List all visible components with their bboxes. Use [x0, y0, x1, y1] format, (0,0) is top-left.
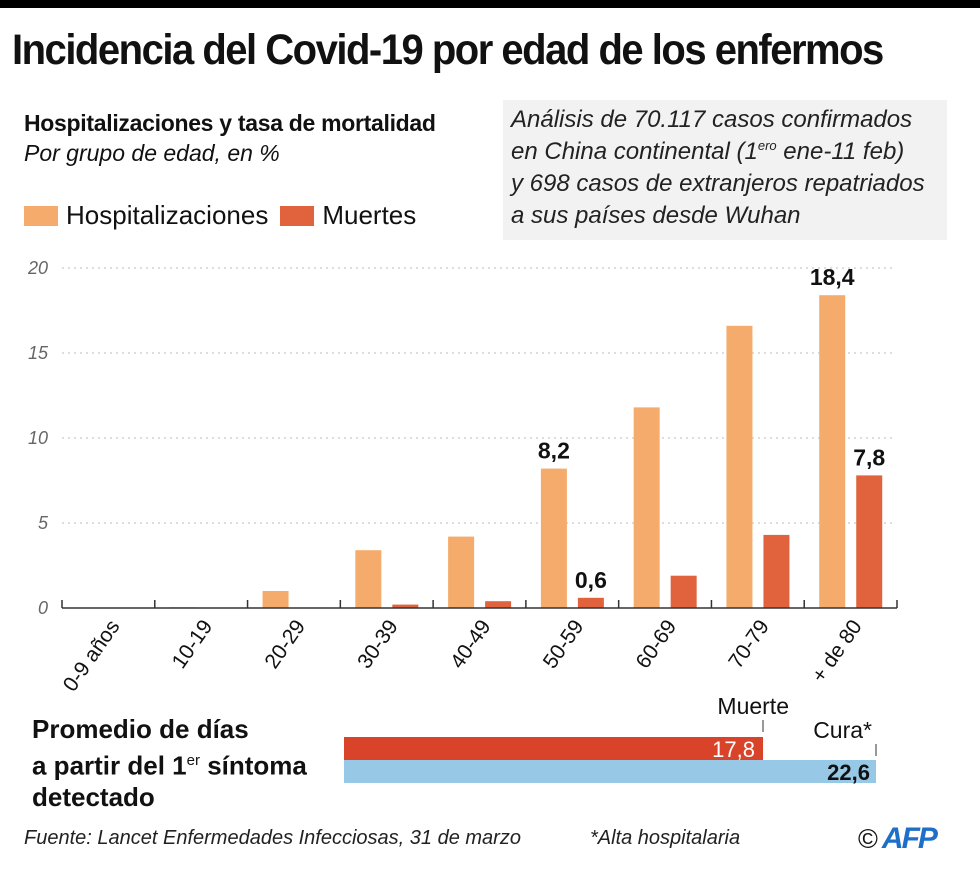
chart-units: Por grupo de edad, en %	[24, 140, 280, 166]
label-muerte: Muerte	[717, 693, 789, 719]
days-title-superscript: er	[186, 752, 200, 769]
y-tick-label: 20	[27, 258, 48, 278]
x-tick-label: 20-29	[260, 616, 310, 673]
note-line: a sus países desde Wuhan	[511, 202, 801, 229]
bar-value-cura: 22,6	[827, 760, 870, 785]
chart-subtitle: Hospitalizaciones y tasa de mortalidad	[24, 110, 436, 136]
bar-muertes	[392, 604, 419, 608]
days-title-text: a partir del 1	[32, 750, 187, 781]
x-tick-label: 50-59	[539, 616, 589, 673]
days-title: Promedio de días a partir del 1er síntom…	[32, 714, 307, 813]
y-tick-label: 10	[28, 428, 48, 448]
note-text: en China continental (1	[511, 138, 758, 165]
bar-hospitalizaciones	[633, 407, 660, 608]
x-tick-label: + de 80	[807, 616, 866, 687]
bar-hospitalizaciones	[355, 550, 382, 608]
copyright-icon: ©	[858, 823, 878, 854]
afp-logo-text: AFP	[881, 822, 938, 855]
note-line: Análisis de 70.117 casos confirmados	[511, 106, 913, 133]
legend: Hospitalizaciones Muertes	[24, 200, 428, 231]
x-tick-label: 30-39	[353, 616, 403, 673]
top-bar	[0, 0, 980, 8]
note-text: ene-11 feb)	[776, 138, 905, 165]
bar-hospitalizaciones	[726, 325, 753, 608]
x-tick-label: 0-9 años	[59, 616, 125, 696]
legend-label: Muertes	[322, 200, 417, 230]
legend-item-muertes: Muertes	[280, 200, 416, 231]
data-label: 8,2	[538, 438, 570, 464]
label-cura: Cura*	[813, 717, 872, 743]
bar-hospitalizaciones	[819, 295, 846, 608]
y-tick-label: 5	[38, 513, 49, 533]
bar-hospitalizaciones	[448, 536, 475, 608]
y-tick-label: 15	[28, 343, 49, 363]
bar-hospitalizaciones	[540, 468, 567, 608]
days-title-line: a partir del 1er síntoma	[32, 745, 307, 782]
legend-label: Hospitalizaciones	[66, 200, 269, 230]
bar-muertes	[485, 601, 512, 608]
bar-muertes	[670, 575, 697, 608]
bar-cura	[344, 760, 876, 783]
bar-chart: 0 5 10 15 20 0-9 años 10-19 20-29 30-39 40-49 50-5…	[27, 258, 898, 696]
days-title-line: detectado	[32, 781, 155, 812]
x-tick-label: 60-69	[631, 616, 681, 673]
days-title-text: síntoma	[199, 750, 307, 781]
data-label: 18,4	[810, 264, 855, 290]
bar-muerte	[344, 737, 764, 760]
bar-hospitalizaciones	[262, 591, 289, 608]
note-line: en China continental (1ero ene-11 feb)	[511, 138, 904, 166]
y-tick-label: 0	[38, 598, 48, 618]
footnote: *Alta hospitalaria	[590, 827, 741, 849]
x-tick-label: 40-49	[446, 616, 496, 673]
days-bar-chart: 17,8 22,6 Muerte Cura*	[344, 693, 877, 785]
note-line: y 698 casos de extranjeros repatriados	[511, 170, 925, 197]
page-title: Incidencia del Covid-19 por edad de los …	[12, 26, 884, 74]
afp-logo: © AFP	[858, 822, 938, 856]
legend-swatch-muertes	[280, 205, 315, 226]
days-title-line: Promedio de días	[32, 714, 249, 744]
data-label: 0,6	[575, 567, 607, 593]
note-box: Análisis de 70.117 casos confirmados en …	[503, 100, 947, 240]
data-label: 7,8	[853, 444, 885, 470]
note-superscript: ero	[757, 138, 777, 153]
x-tick-label: 70-79	[724, 616, 774, 673]
legend-swatch-hospitalizaciones	[24, 205, 58, 226]
bar-value-muerte: 17,8	[712, 737, 755, 762]
legend-item-hospitalizaciones: Hospitalizaciones	[24, 200, 268, 231]
bar-muertes	[763, 534, 790, 608]
bar-muertes	[856, 475, 883, 608]
x-tick-label: 10-19	[168, 616, 218, 673]
bar-muertes	[577, 597, 604, 608]
source-note: Fuente: Lancet Enfermedades Infecciosas,…	[24, 827, 521, 849]
